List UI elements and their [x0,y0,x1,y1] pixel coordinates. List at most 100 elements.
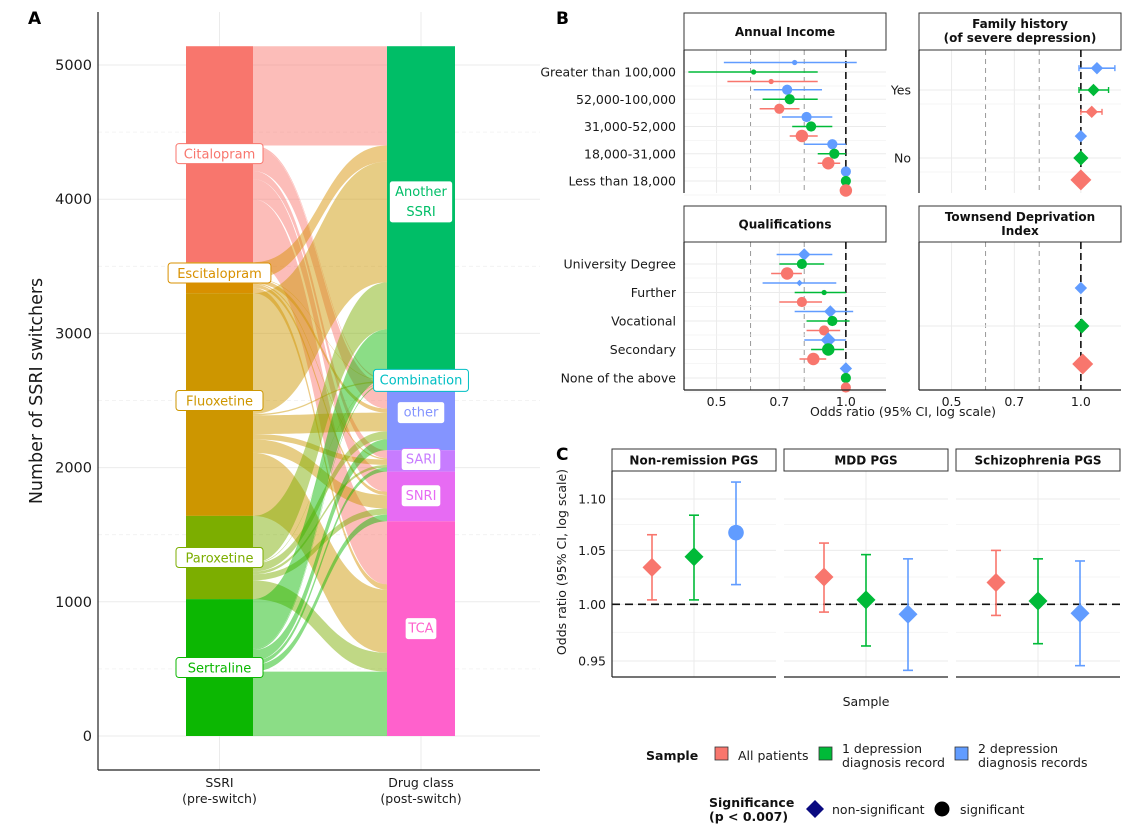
point-estimate [798,248,811,261]
point-estimate [728,524,744,541]
facet-title: MDD PGS [834,454,897,468]
x-tick-label: 0.7 [769,394,789,409]
point-estimate [1087,83,1100,97]
point-estimate [856,590,876,610]
point-estimate [986,572,1006,592]
point-estimate [796,279,803,287]
alluvial-flow [253,508,387,581]
stratum-label-right: TCA [404,617,438,641]
x-tick-label: 1.0 [1071,394,1091,409]
x-tick-label: 1.0 [836,394,856,409]
category-label: 18,000-31,000 [584,146,676,161]
alluvial-flow [253,161,387,414]
facet-title: Schizophrenia PGS [974,454,1101,468]
stratum-label-box [175,390,264,411]
y-tick-label: 1.00 [578,597,606,612]
point-estimate [1090,61,1104,75]
legend-label: diagnosis records [978,755,1088,770]
y-axis-title: Number of SSRI switchers [27,278,47,504]
legend-label: significant [960,802,1025,817]
category-label: None of the above [561,371,677,386]
stratum-label-text: Paroxetine [185,552,253,567]
x-tick-label: 0.5 [942,394,962,409]
point-estimate [780,267,794,280]
point-estimate [784,94,795,105]
alluvial-flow [253,179,387,492]
alluvial-flow [253,282,387,563]
facet: Family history(of severe depression) Yes N… [890,12,1122,193]
point-estimate [820,332,836,348]
alluvial-flow [253,329,387,649]
stratum-label-left: Sertraline [175,657,264,679]
stratum-label-box [396,401,446,425]
panel-letter-b: B [556,9,569,29]
point-estimate [829,148,840,159]
x-axis-label: (pre-switch) [182,791,257,806]
point-estimate [1070,169,1092,191]
point-estimate [827,139,838,150]
alluvial-flow [253,283,387,460]
alluvial-flow [253,278,387,382]
stratum-label-box [167,262,272,284]
legend-label: 2 depression [978,741,1058,756]
panel-a-alluvial: 0 1000 2000 3000 4000 5000 Citalopram Escitalop… [27,12,540,806]
point-estimate [751,69,757,75]
category-label: No [894,151,911,166]
legend-significance-item: significant [934,801,1025,817]
y-tick-label: 2000 [55,461,92,477]
legend-label: non-significant [832,802,925,817]
stratum-label-text: Sertraline [188,662,251,677]
stratum-label-right: Another SSRI [388,180,454,224]
legend: Sample All patients 1 depressiondiagnosis… [646,741,1088,824]
point-estimate [839,184,853,197]
point-estimate [792,59,798,66]
point-estimate [684,547,704,567]
point-estimate [796,296,807,308]
alluvial-flow [253,412,387,435]
legend-swatch [818,746,833,761]
stratum-label-box [404,617,438,641]
point-estimate [642,557,662,577]
point-estimate [822,343,835,356]
y-axis-title: Odds ratio (95% CI, log scale) [554,469,569,655]
point-estimate [796,258,807,270]
stratum-label-right: other [396,401,446,425]
circle-icon [934,801,950,817]
category-label: Less than 18,000 [568,174,676,189]
point-estimate [801,111,812,123]
facet-strip [918,12,1122,51]
panel-letter-c: C [556,445,568,465]
point-estimate [822,157,835,170]
point-estimate [840,175,851,187]
point-estimate [827,315,838,327]
y-tick-label: 1.10 [578,492,606,507]
facet-title: Annual Income [735,25,835,39]
point-estimate [1072,353,1094,375]
x-axis-label: SSRI [205,775,233,790]
y-tick-label: 0 [83,729,92,745]
point-estimate [807,352,820,366]
alluvial-flow [253,383,387,651]
alluvial-flow [253,284,387,496]
point-estimate [898,604,918,624]
category-label: 31,000-52,000 [584,119,676,134]
facet-strip [683,205,887,243]
legend-significance-items: non-significant significant [806,800,1025,818]
facet: Qualifications University Degree Further Vo… [561,205,887,409]
alluvial-flow [253,671,387,736]
stratum-label-right: SARI [400,448,442,472]
category-label: 52,000-100,000 [576,92,676,107]
stratum-label-text: Escitalopram [177,267,262,282]
stratum-label-left: Fluoxetine [175,390,264,411]
legend-significance-title-line2: (p < 0.007) [709,809,788,824]
facet-title: Townsend Deprivation [945,210,1095,224]
facet: Non-remission PGS [611,448,778,678]
point-estimate [824,305,837,318]
alluvial-flow [253,514,387,672]
point-estimate [795,129,809,143]
alluvial-flow [253,171,387,459]
y-tick-label: 4000 [55,192,92,208]
legend-label: 1 depression [842,741,922,756]
alluvial-flow [253,434,387,465]
